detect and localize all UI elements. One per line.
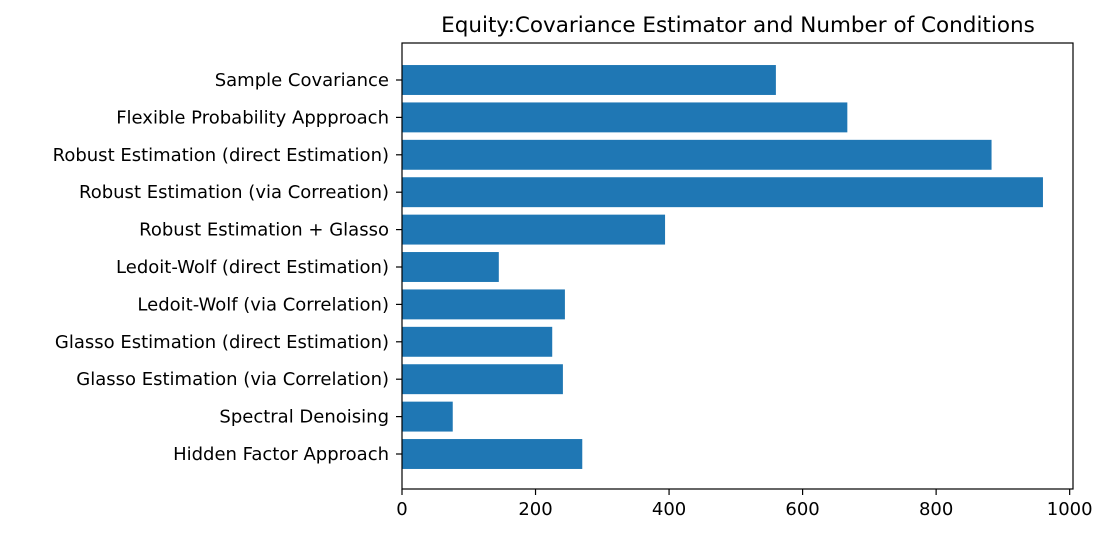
bar-10 xyxy=(402,439,583,469)
bars-group xyxy=(402,65,1043,469)
category-label: Sample Covariance xyxy=(215,70,389,91)
category-labels: Sample Covariance Flexible Probability Ap… xyxy=(53,70,402,465)
x-tick-label: 0 xyxy=(396,499,407,520)
bar-5 xyxy=(402,252,499,282)
bar-2 xyxy=(402,139,992,170)
x-tick-label: 1000 xyxy=(1047,499,1093,520)
bar-0 xyxy=(402,65,776,95)
category-label: Spectral Denoising xyxy=(219,407,389,428)
category-label: Robust Estimation (direct Estimation) xyxy=(53,145,389,166)
bar-8 xyxy=(402,364,563,395)
category-label: Ledoit-Wolf (direct Estimation) xyxy=(116,257,389,278)
category-label: Robust Estimation + Glasso xyxy=(139,220,389,241)
category-label: Glasso Estimation (via Correlation) xyxy=(76,369,389,390)
category-label: Flexible Probability Appproach xyxy=(116,107,389,128)
bar-1 xyxy=(402,102,848,133)
x-axis: 0 200 400 600 800 1000 xyxy=(396,489,1093,520)
x-tick-label: 200 xyxy=(518,499,552,520)
chart-title: Equity:Covariance Estimator and Number o… xyxy=(441,13,1035,38)
category-label: Ledoit-Wolf (via Correlation) xyxy=(137,294,389,315)
category-label: Glasso Estimation (direct Estimation) xyxy=(55,332,389,353)
bar-7 xyxy=(402,326,553,357)
bar-6 xyxy=(402,289,565,320)
plot-frame xyxy=(401,42,1074,490)
category-label: Hidden Factor Approach xyxy=(173,444,389,465)
bar-9 xyxy=(402,401,453,432)
x-tick-label: 600 xyxy=(785,499,819,520)
bar-4 xyxy=(402,214,666,245)
x-tick-label: 400 xyxy=(652,499,686,520)
bar-3 xyxy=(402,177,1043,208)
x-tick-label: 800 xyxy=(919,499,953,520)
category-label: Robust Estimation (via Correation) xyxy=(79,182,389,203)
